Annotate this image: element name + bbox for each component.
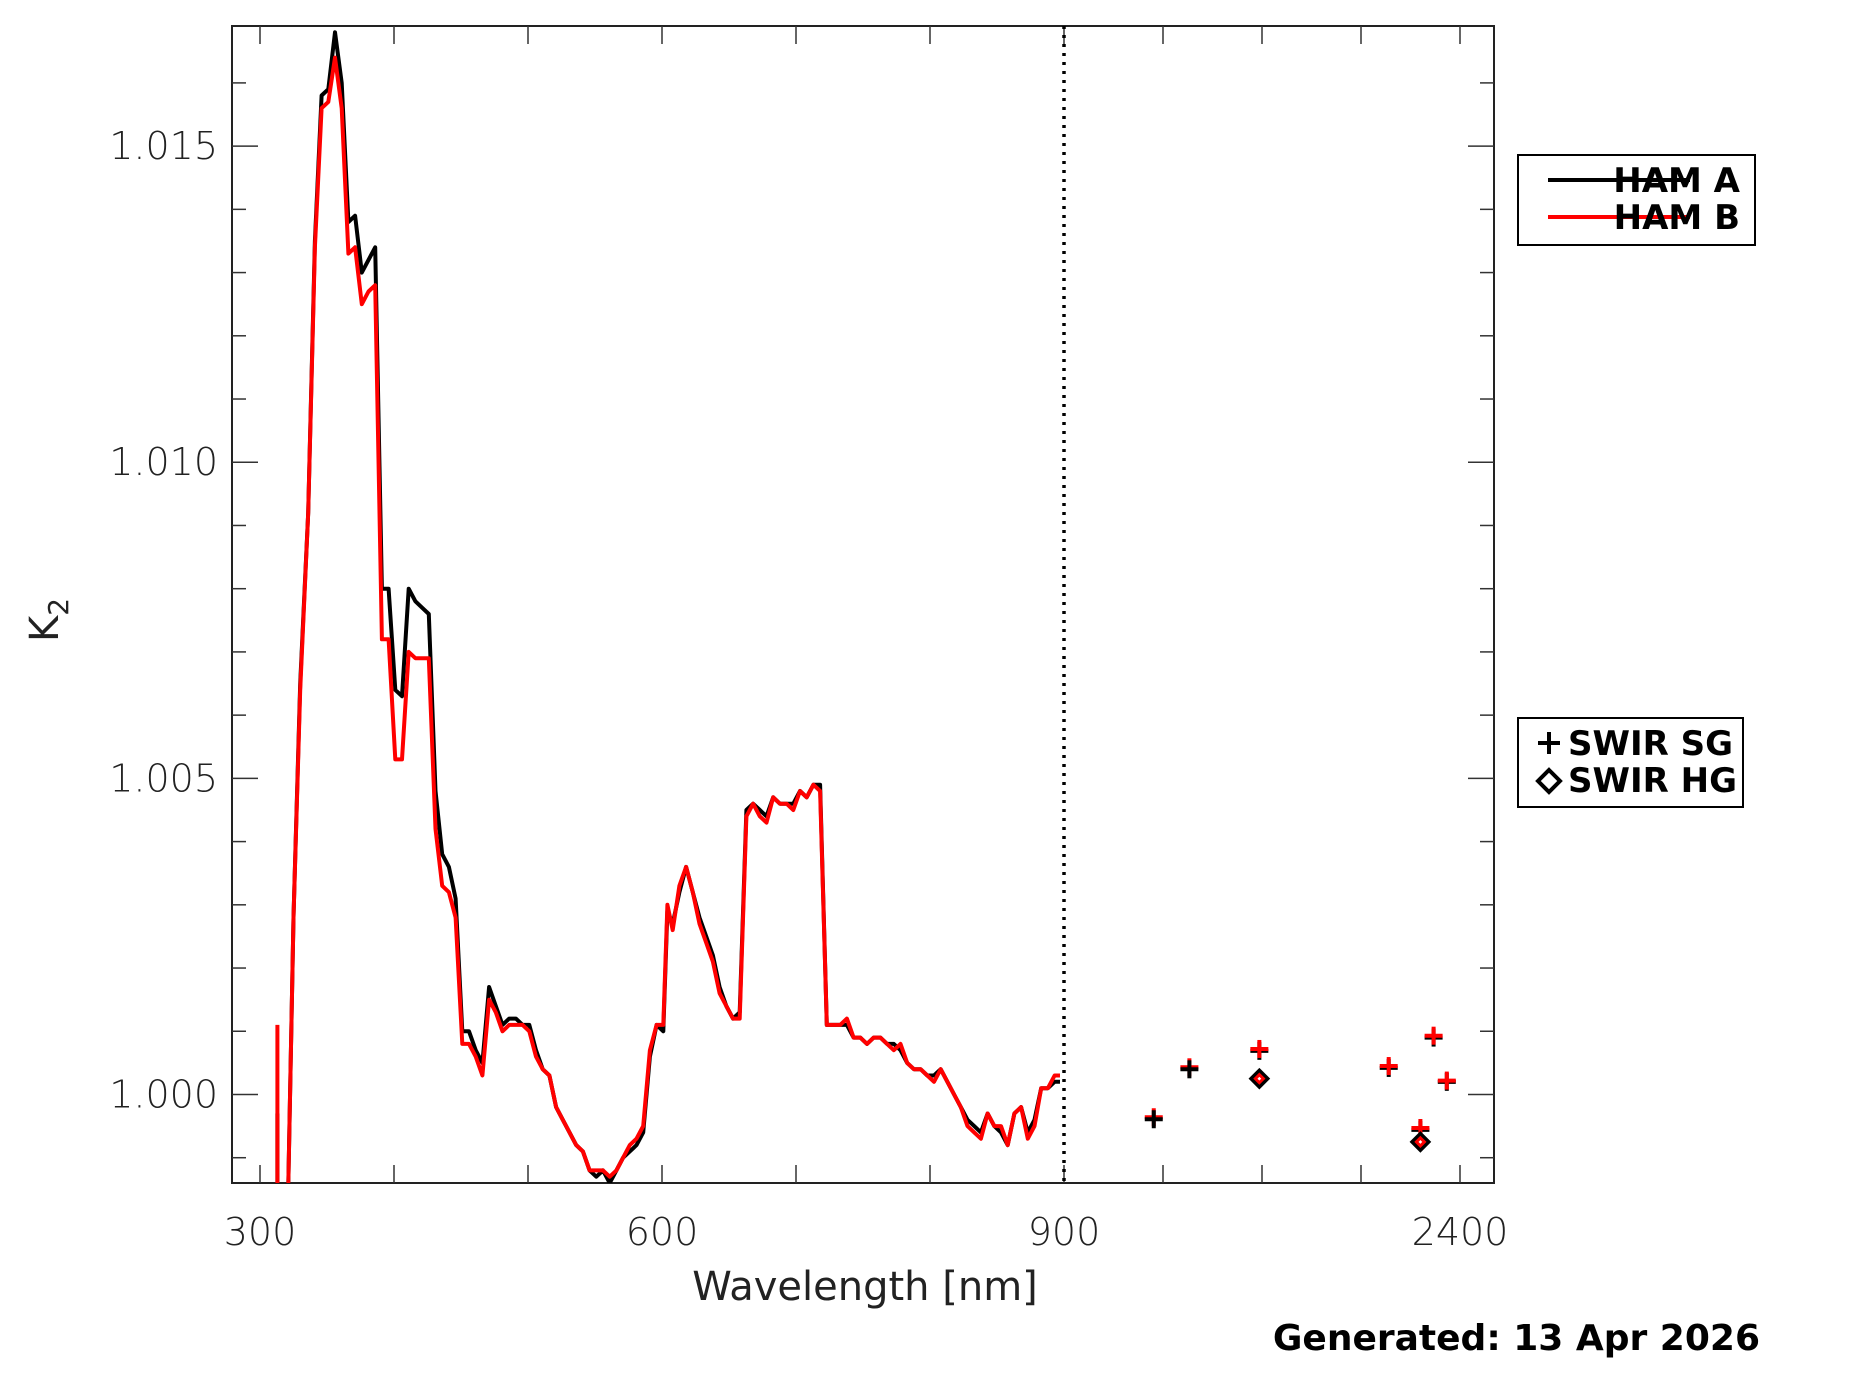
legend-markers: SWIR SG SWIR HG: [1517, 717, 1744, 808]
marker-swir-sg: [1379, 1057, 1398, 1076]
legend-lines: HAM A HAM B: [1517, 154, 1756, 246]
marker-swir-sg: [1180, 1060, 1199, 1079]
legend-label-swir-hg: SWIR HG: [1568, 761, 1737, 801]
x-tick-label: 300: [224, 1210, 297, 1254]
y-tick-label: 1.000: [109, 1072, 218, 1116]
plot-area: [231, 25, 1495, 1184]
marker-swir-sg: [1424, 1026, 1443, 1045]
x-tick-label: 600: [626, 1210, 699, 1254]
x-tick-label: 900: [1028, 1210, 1101, 1254]
marker-layer: [1144, 1026, 1456, 1153]
y-tick-label: 1.015: [109, 124, 218, 168]
series-line-ham-b: [275, 55, 1060, 1183]
plus-icon: [1538, 732, 1560, 754]
series-layer: [275, 26, 1066, 1183]
marker-swir-hg-inner: [1253, 1072, 1266, 1085]
marker-swir-hg: [1248, 1067, 1271, 1090]
x-axis: 300 600 900 2400: [224, 26, 1509, 1254]
legend-label-swir-sg: SWIR SG: [1568, 724, 1733, 764]
legend-label-ham-b: HAM B: [1614, 198, 1740, 238]
y-tick-label: 1.010: [109, 440, 218, 484]
marker-swir-sg: [1250, 1039, 1269, 1058]
plot-frame: [231, 25, 1495, 1184]
marker-swir-hg-inner: [1414, 1135, 1427, 1149]
marker-swir-sg: [1144, 1110, 1163, 1129]
y-axis-title-main: K: [22, 614, 68, 642]
legend-label-ham-a: HAM A: [1613, 161, 1740, 201]
x-axis-title: Wavelength [nm]: [692, 1264, 1038, 1310]
generated-date-text: Generated: 13 Apr 2026: [1273, 1318, 1760, 1359]
marker-swir-sg: [1437, 1071, 1456, 1090]
y-tick-label: 1.005: [109, 756, 218, 800]
marker-swir-hg: [1409, 1131, 1432, 1153]
y-axis-title-subscript: 2: [42, 598, 75, 616]
x-tick-label: 2400: [1412, 1210, 1509, 1254]
diamond-icon: [1535, 767, 1563, 795]
legend-lines-box: [1517, 154, 1756, 246]
series-line-ham-a: [275, 30, 1060, 1183]
y-axis: 1.000 1.005 1.010 1.015: [109, 82, 1494, 1159]
legend-markers-box: [1517, 717, 1744, 808]
svg-text:K2: K2: [22, 598, 75, 642]
y-axis-title: K2: [22, 598, 75, 642]
